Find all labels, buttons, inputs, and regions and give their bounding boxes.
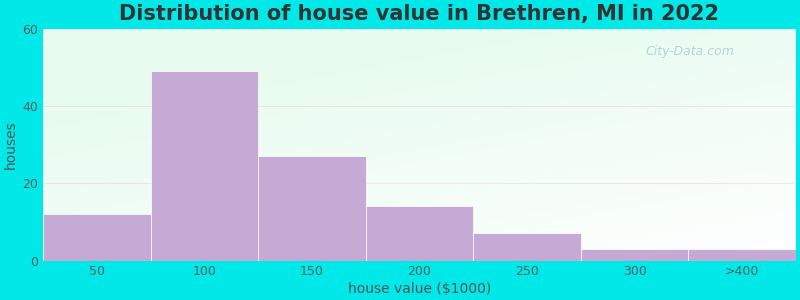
- Bar: [688, 249, 796, 260]
- Y-axis label: houses: houses: [4, 120, 18, 169]
- Bar: [150, 71, 258, 260]
- X-axis label: house value ($1000): house value ($1000): [348, 282, 491, 296]
- Bar: [43, 214, 150, 260]
- Text: City-Data.com: City-Data.com: [646, 45, 734, 58]
- Bar: [474, 233, 581, 260]
- Bar: [258, 156, 366, 260]
- Title: Distribution of house value in Brethren, MI in 2022: Distribution of house value in Brethren,…: [119, 4, 719, 24]
- Bar: [581, 249, 688, 260]
- Bar: [366, 206, 474, 260]
